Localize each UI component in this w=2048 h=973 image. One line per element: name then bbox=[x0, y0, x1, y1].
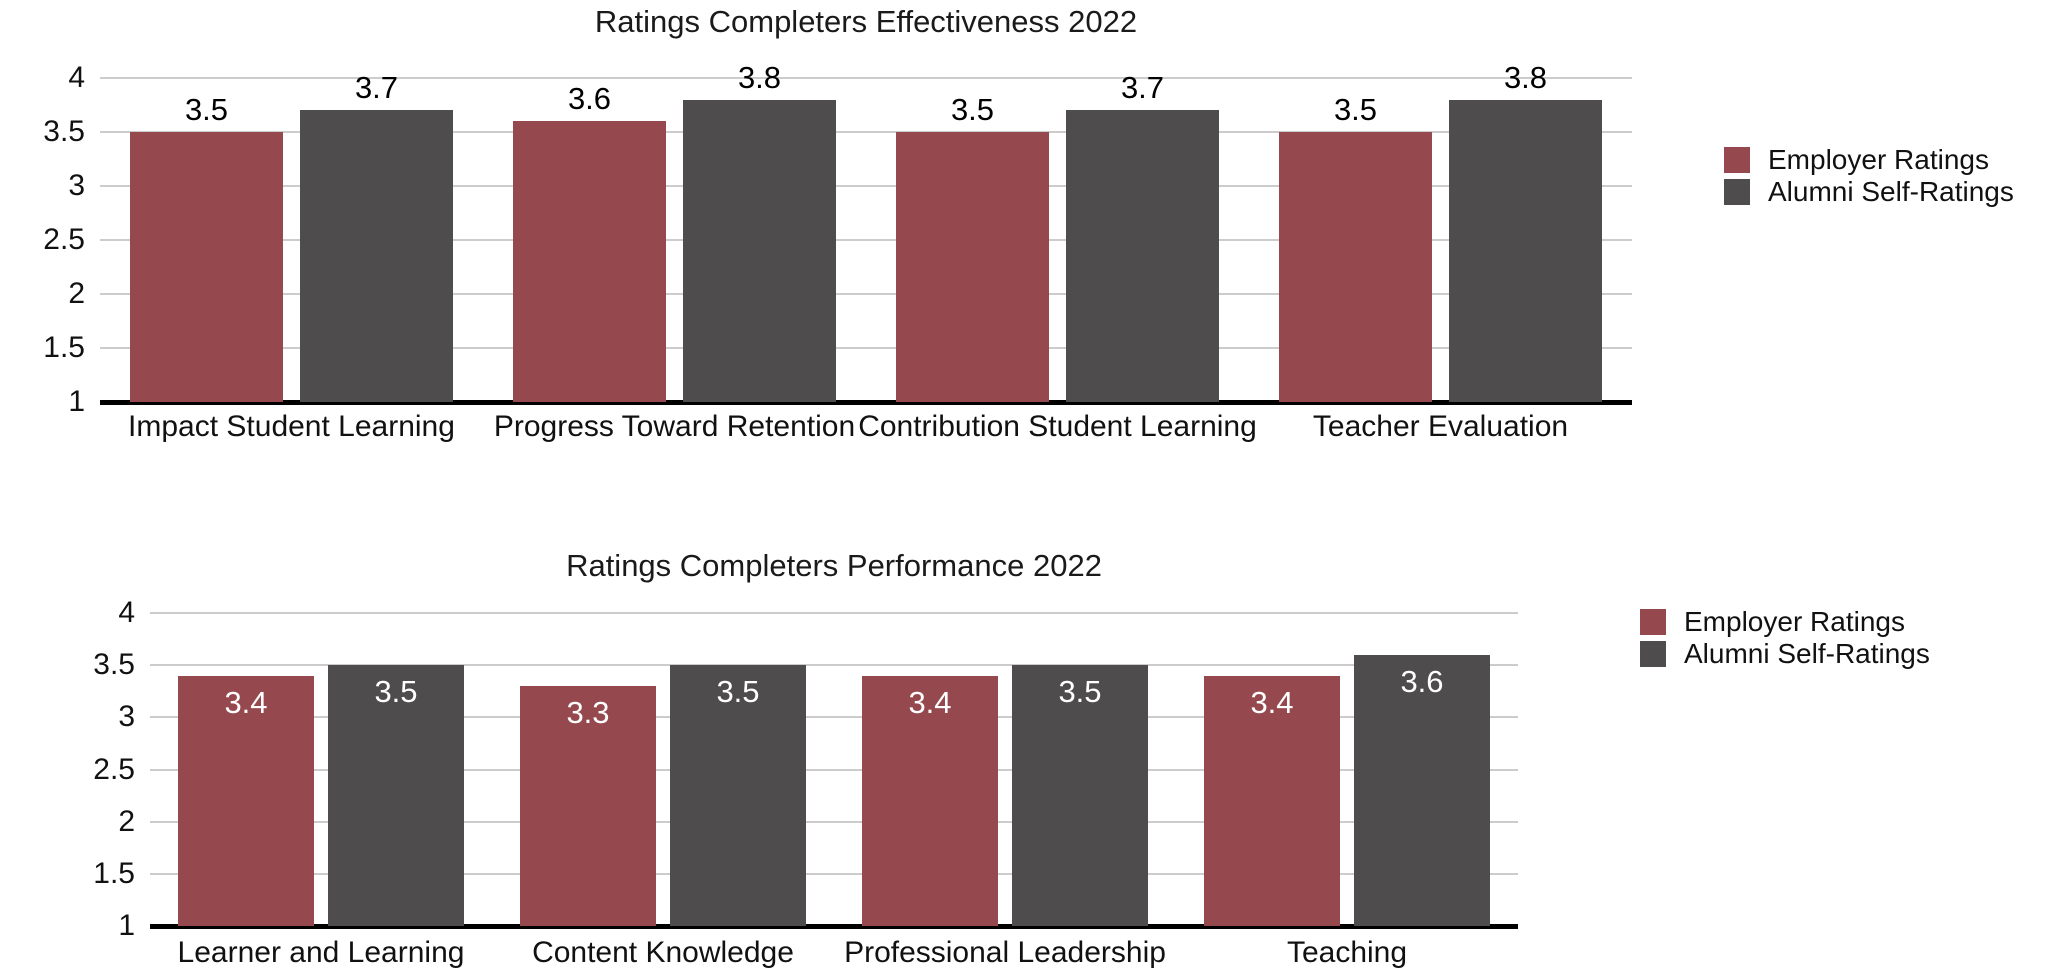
bar-value-label: 3.7 bbox=[1120, 70, 1165, 106]
gridline bbox=[150, 768, 1518, 771]
bar-value-label: 3.6 bbox=[1400, 663, 1444, 699]
bar-value-label: 3.7 bbox=[354, 70, 399, 106]
y-axis-tick-label: 2 bbox=[68, 277, 85, 310]
y-axis-tick-label: 2.5 bbox=[43, 223, 85, 256]
x-axis-category-label: Teacher Evaluation bbox=[1312, 410, 1569, 443]
gridline bbox=[150, 820, 1518, 823]
legend: Employer Ratings Alumni Self-Ratings bbox=[1724, 144, 2014, 208]
y-axis-tick-label: 1 bbox=[118, 909, 135, 942]
bar-alumni-self-ratings bbox=[1354, 654, 1490, 926]
bar-employer-ratings bbox=[130, 132, 283, 402]
bar-value-label: 3.8 bbox=[737, 59, 782, 95]
x-axis-category-label: Teaching bbox=[1286, 936, 1408, 969]
y-axis-tick-label: 3 bbox=[118, 700, 135, 734]
legend-item: Employer Ratings bbox=[1724, 144, 2014, 176]
legend-swatch-alumni-self-ratings bbox=[1640, 641, 1666, 667]
y-axis-tick-label: 3.5 bbox=[93, 648, 135, 682]
legend-swatch-alumni-self-ratings bbox=[1724, 179, 1750, 205]
bar-value-label: 3.5 bbox=[184, 92, 229, 127]
bar-employer-ratings bbox=[862, 675, 998, 926]
bar-value-label: 3.5 bbox=[374, 674, 418, 710]
legend-item: Alumni Self-Ratings bbox=[1724, 176, 2014, 208]
x-axis-line bbox=[100, 400, 1632, 405]
bar-employer-ratings bbox=[178, 675, 314, 926]
gridline bbox=[150, 664, 1518, 667]
legend-label: Employer Ratings bbox=[1684, 606, 1905, 637]
y-axis-tick-label: 3 bbox=[68, 169, 85, 202]
bar-value-label: 3.5 bbox=[716, 674, 760, 710]
y-axis-tick-label: 2 bbox=[118, 804, 135, 838]
gridline bbox=[100, 239, 1632, 241]
bar-value-label: 3.4 bbox=[1250, 684, 1294, 720]
y-axis-tick-label: 2.5 bbox=[93, 752, 135, 786]
x-axis-line bbox=[150, 924, 1518, 929]
gridline bbox=[150, 612, 1518, 614]
bar-employer-ratings bbox=[513, 121, 666, 402]
bar-employer-ratings bbox=[896, 132, 1049, 402]
y-axis-tick-label: 4 bbox=[118, 596, 135, 629]
bar-value-label: 3.4 bbox=[908, 684, 952, 720]
bar-employer-ratings bbox=[1204, 675, 1340, 926]
x-axis-category-label: Learner and Learning bbox=[177, 936, 465, 969]
y-axis-tick-label: 1.5 bbox=[93, 856, 135, 890]
bar-value-label: 3.5 bbox=[1058, 674, 1102, 710]
bar-alumni-self-ratings bbox=[1449, 99, 1602, 402]
x-axis-category-label: Professional Leadership bbox=[844, 936, 1166, 969]
bar-alumni-self-ratings bbox=[683, 99, 836, 402]
bar-value-label: 3.5 bbox=[950, 92, 995, 127]
legend-label: Employer Ratings bbox=[1768, 144, 1989, 175]
bar-alumni-self-ratings bbox=[1012, 665, 1148, 926]
legend-item: Employer Ratings bbox=[1640, 606, 1930, 638]
x-axis-category-label: Contribution Student Learning bbox=[858, 410, 1257, 443]
y-axis-tick-label: 1.5 bbox=[43, 331, 85, 364]
y-axis-tick-label: 4 bbox=[68, 61, 85, 94]
bar-alumni-self-ratings bbox=[300, 110, 453, 402]
bar-employer-ratings bbox=[520, 686, 656, 926]
legend-swatch-employer-ratings bbox=[1724, 147, 1750, 173]
bar-value-label: 3.8 bbox=[1503, 59, 1548, 95]
chart-title-effectiveness: Ratings Completers Effectiveness 2022 bbox=[594, 4, 1138, 39]
x-axis-category-label: Impact Student Learning bbox=[128, 410, 455, 443]
bar-value-label: 3.5 bbox=[1333, 92, 1378, 127]
legend-label: Alumni Self-Ratings bbox=[1768, 176, 2014, 207]
bar-alumni-self-ratings bbox=[328, 665, 464, 926]
gridline bbox=[100, 131, 1632, 133]
x-axis-category-label: Progress Toward Retention bbox=[493, 410, 856, 443]
gridline bbox=[100, 77, 1632, 79]
bar-employer-ratings bbox=[1279, 132, 1432, 402]
legend: Employer Ratings Alumni Self-Ratings bbox=[1640, 606, 1930, 670]
bar-alumni-self-ratings bbox=[670, 665, 806, 926]
gridline bbox=[100, 347, 1632, 349]
legend-item: Alumni Self-Ratings bbox=[1640, 638, 1930, 670]
bar-value-label: 3.4 bbox=[224, 684, 268, 720]
bar-value-label: 3.3 bbox=[566, 695, 610, 731]
x-axis-category-label: Content Knowledge bbox=[532, 936, 794, 969]
legend-label: Alumni Self-Ratings bbox=[1684, 638, 1930, 669]
chart-title-performance: Ratings Completers Performance 2022 bbox=[566, 548, 1102, 583]
bar-alumni-self-ratings bbox=[1066, 110, 1219, 402]
gridline bbox=[150, 872, 1518, 875]
gridline bbox=[100, 185, 1632, 187]
gridline bbox=[100, 293, 1632, 295]
y-axis-tick-label: 1 bbox=[68, 385, 85, 418]
y-axis-tick-label: 3.5 bbox=[43, 115, 85, 148]
bar-value-label: 3.6 bbox=[567, 81, 612, 117]
legend-swatch-employer-ratings bbox=[1640, 609, 1666, 635]
gridline bbox=[150, 716, 1518, 719]
